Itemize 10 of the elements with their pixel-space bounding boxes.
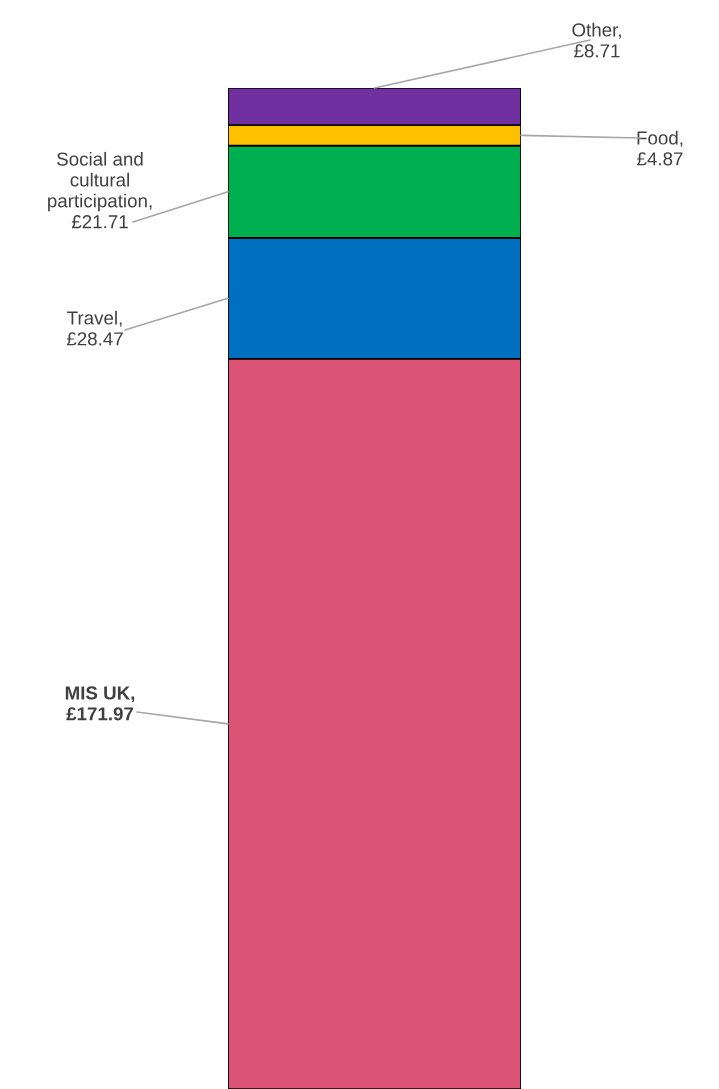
data-label: £21.71 [71,215,128,229]
text: Travel, [67,310,122,327]
data-label: £8.71 [574,44,620,58]
data-label: £4.87 [637,152,683,166]
text: MIS UK, [65,686,135,703]
text: Other, [572,22,621,39]
text: Social and cultural participation, [48,151,152,212]
data-label: £171.97 [66,707,134,721]
text: Food, [637,130,683,147]
data-label: £28.47 [66,332,123,346]
